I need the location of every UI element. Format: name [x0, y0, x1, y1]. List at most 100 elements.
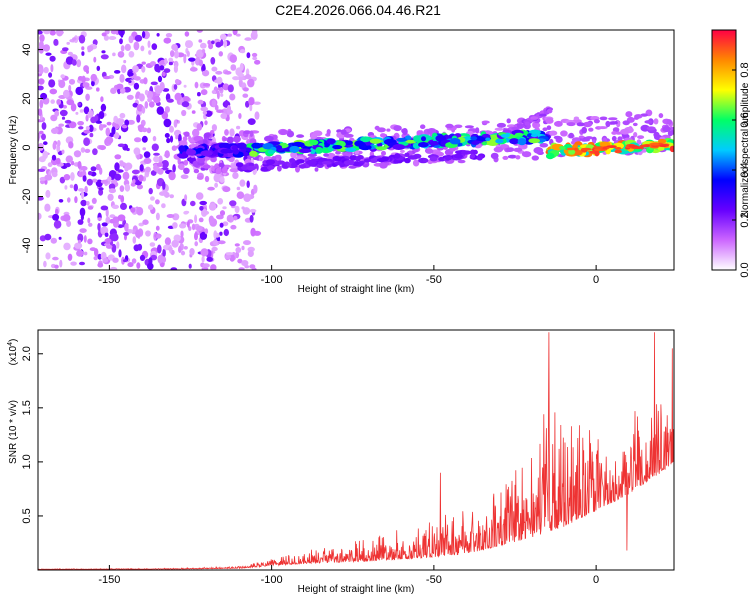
noise-speckle — [112, 52, 116, 57]
noise-speckle — [93, 256, 98, 261]
noise-speckle — [157, 168, 164, 175]
band-halo — [183, 167, 190, 174]
band-halo — [633, 132, 638, 138]
noise-speckle — [110, 30, 118, 35]
noise-speckle — [118, 249, 122, 258]
noise-speckle — [119, 112, 126, 119]
secondary-track — [317, 157, 328, 162]
noise-speckle — [194, 241, 198, 247]
noise-speckle — [254, 59, 261, 65]
noise-speckle — [83, 251, 88, 256]
noise-speckle — [108, 36, 117, 40]
noise-speckle — [241, 206, 245, 210]
noise-speckle — [38, 85, 44, 91]
noise-speckle — [167, 247, 173, 251]
noise-speckle — [210, 57, 216, 65]
band-halo — [323, 153, 329, 157]
band-halo — [578, 135, 585, 139]
spectrogram-x-ticks: -150 -100 -50 0 — [98, 265, 599, 286]
noise-speckle — [101, 50, 106, 54]
noise-speckle — [251, 30, 258, 37]
noise-speckle — [50, 99, 55, 104]
colorbar-tick-label: 0.4 — [739, 162, 750, 177]
noise-speckle — [169, 125, 174, 133]
band-halo — [644, 120, 653, 124]
noise-speckle — [183, 54, 187, 64]
noise-speckle — [58, 199, 64, 203]
noise-speckle — [229, 93, 236, 101]
noise-speckle — [226, 104, 232, 114]
band-halo — [637, 135, 645, 140]
band-core — [614, 147, 622, 150]
noise-speckle — [219, 222, 224, 228]
noise-speckle — [132, 65, 139, 73]
noise-speckle — [163, 68, 171, 73]
noise-speckle — [136, 184, 143, 190]
band-halo — [420, 124, 426, 129]
noise-speckle — [137, 243, 143, 251]
noise-speckle — [213, 173, 222, 183]
noise-speckle — [150, 196, 155, 201]
noise-speckle — [183, 211, 189, 215]
main-band — [657, 139, 667, 144]
noise-speckle — [234, 205, 240, 214]
noise-speckle — [173, 84, 178, 90]
noise-speckle — [105, 208, 109, 218]
noise-speckle — [80, 166, 88, 171]
noise-speckle — [171, 43, 178, 51]
band-core — [580, 147, 592, 151]
secondary-track — [472, 149, 478, 155]
main-band — [220, 148, 231, 154]
noise-speckle — [132, 236, 137, 244]
noise-speckle — [82, 175, 87, 182]
noise-speckle — [81, 75, 86, 84]
noise-speckle — [238, 113, 242, 119]
noise-speckle — [59, 176, 66, 184]
noise-speckle — [246, 52, 251, 59]
main-band — [236, 142, 247, 150]
noise-speckle — [79, 261, 85, 266]
noise-speckle — [149, 242, 156, 247]
noise-speckle — [216, 90, 220, 100]
noise-speckle — [194, 232, 198, 241]
noise-speckle — [48, 79, 56, 88]
snr-x-ticks: -150 -100 -50 0 — [98, 565, 599, 586]
noise-speckle — [164, 237, 171, 246]
noise-speckle — [248, 97, 255, 106]
secondary-track — [444, 155, 453, 161]
noise-speckle — [39, 68, 44, 75]
rising-branch — [530, 116, 539, 120]
noise-speckle — [141, 127, 148, 133]
noise-speckle — [90, 73, 98, 82]
noise-speckle — [147, 40, 151, 48]
main-band — [514, 132, 524, 137]
noise-speckle — [133, 82, 140, 90]
noise-speckle — [241, 260, 249, 267]
noise-speckle — [199, 200, 207, 206]
noise-speckle — [61, 149, 65, 154]
noise-speckle — [50, 237, 57, 244]
noise-speckle — [166, 137, 171, 144]
band-halo — [243, 130, 252, 135]
band-halo — [399, 149, 405, 153]
noise-speckle — [249, 214, 254, 223]
noise-speckle — [227, 33, 232, 37]
noise-speckle — [108, 188, 116, 194]
main-band — [326, 138, 336, 145]
noise-speckle — [131, 169, 140, 175]
band-halo — [611, 131, 617, 135]
noise-speckle — [242, 207, 251, 215]
noise-speckle — [155, 212, 160, 221]
noise-speckle — [189, 248, 195, 256]
noise-speckle — [222, 186, 231, 193]
noise-speckle — [123, 59, 127, 64]
noise-speckle — [168, 171, 176, 181]
main-band — [291, 141, 305, 148]
main-band — [369, 138, 382, 144]
noise-speckle — [188, 263, 192, 269]
main-band — [360, 136, 371, 143]
noise-speckle — [132, 102, 139, 108]
noise-speckle — [136, 206, 144, 216]
noise-speckle — [202, 110, 208, 115]
noise-speckle — [43, 66, 49, 74]
